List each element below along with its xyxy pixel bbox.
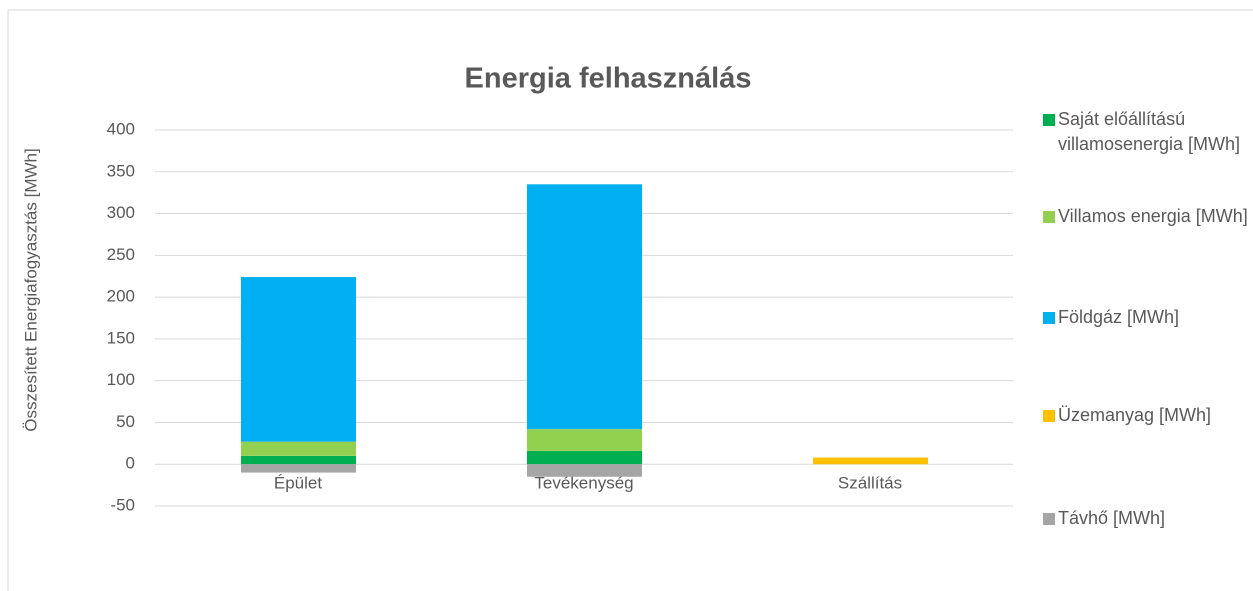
bar-segment (241, 464, 356, 473)
y-tick-label: 250 (107, 245, 135, 264)
y-tick-label: -50 (110, 495, 135, 514)
y-tick-label: 150 (107, 328, 135, 347)
y-tick-label: 400 (107, 119, 135, 138)
y-tick-label: 300 (107, 203, 135, 222)
bar-segment (241, 441, 356, 456)
y-tick-label: 0 (126, 454, 135, 473)
legend-label: Távhő [MWh] (1058, 508, 1166, 528)
y-tick-label: 200 (107, 287, 135, 306)
bar-segment (813, 457, 928, 465)
bar-segment (527, 464, 642, 477)
legend-label: Saját előállítású villamosenergia [MWh] (1058, 109, 1241, 154)
x-tick-label: Szállítás (838, 474, 902, 493)
legend-swatch (1043, 513, 1055, 525)
chart-title: Energia felhasználás (465, 63, 752, 95)
legend-swatch (1043, 211, 1055, 223)
legend-entry: Földgáz [MWh] (1058, 307, 1180, 327)
bar-segment (527, 429, 642, 451)
legend-swatch (1043, 312, 1055, 324)
legend-label: Üzemanyag [MWh] (1058, 405, 1212, 425)
legend-entry: Üzemanyag [MWh] (1058, 405, 1212, 425)
legend-entry: Saját előállítású villamosenergia [MWh] (1058, 109, 1241, 154)
legend-swatch (1043, 410, 1055, 422)
legend-entry: Villamos energia [MWh] (1058, 206, 1248, 226)
y-tick-label: 50 (116, 412, 135, 431)
x-tick-label: Tevékenység (534, 474, 633, 493)
bar-segment (527, 184, 642, 430)
y-tick-label: 100 (107, 370, 135, 389)
y-axis-label: Összesített Energiafogyasztás [MWh] (21, 148, 40, 431)
legend-label: Villamos energia [MWh] (1058, 206, 1248, 226)
x-tick-label: Épület (274, 474, 322, 493)
legend-entry: Távhő [MWh] (1058, 508, 1166, 528)
bar-segment (241, 277, 356, 442)
legend-swatch (1043, 114, 1055, 126)
bar-segment (241, 455, 356, 465)
y-tick-label: 350 (107, 161, 135, 180)
legend-label: Földgáz [MWh] (1058, 307, 1180, 327)
bar-segment (527, 450, 642, 465)
